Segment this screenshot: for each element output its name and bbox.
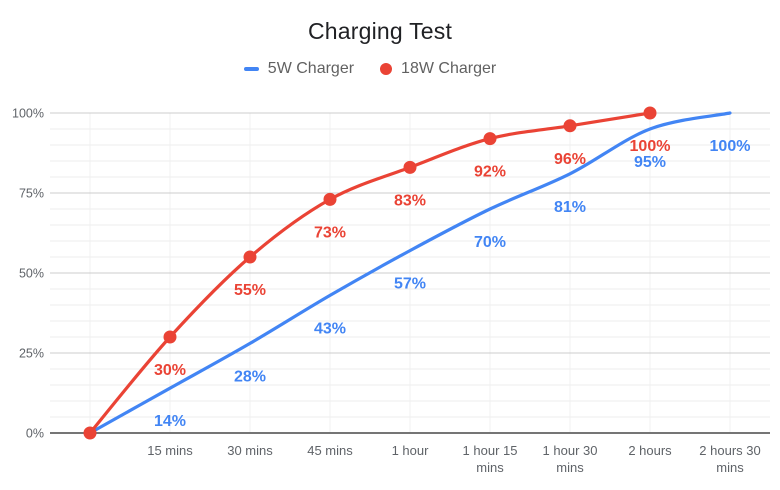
x-axis-labels: 15 mins 30 mins 45 mins 1 hour 1 hour 15 mins… — [147, 443, 760, 475]
svg-text:73%: 73% — [314, 224, 346, 241]
svg-text:25%: 25% — [19, 347, 44, 361]
svg-text:mins: mins — [476, 460, 504, 475]
legend-item-5w-charger: 5W Charger — [243, 60, 355, 78]
svg-text:100%: 100% — [710, 138, 751, 155]
svg-text:96%: 96% — [554, 151, 586, 168]
svg-text:75%: 75% — [19, 187, 44, 201]
svg-text:2 hours 30: 2 hours 30 — [699, 443, 760, 458]
svg-text:1 hour 15: 1 hour 15 — [463, 443, 518, 458]
svg-text:mins: mins — [556, 460, 584, 475]
svg-text:95%: 95% — [634, 154, 666, 171]
svg-text:14%: 14% — [154, 413, 186, 430]
svg-text:81%: 81% — [554, 199, 586, 216]
line-marker-icon — [243, 67, 259, 71]
svg-text:0%: 0% — [26, 427, 44, 441]
minor-gridlines — [50, 128, 770, 418]
chart-title: Charging Test — [307, 18, 453, 44]
legend-label-5w: 5W Charger — [267, 60, 355, 77]
svg-text:50%: 50% — [19, 267, 44, 281]
svg-text:92%: 92% — [474, 164, 506, 181]
svg-text:mins: mins — [716, 460, 744, 475]
svg-text:15 mins: 15 mins — [147, 443, 193, 458]
svg-text:1 hour: 1 hour — [392, 443, 430, 458]
svg-text:83%: 83% — [394, 192, 426, 209]
legend-label-18w: 18W Charger — [401, 60, 497, 77]
svg-text:43%: 43% — [314, 320, 346, 337]
svg-text:45 mins: 45 mins — [307, 443, 353, 458]
series-points-18w-charger — [83, 106, 657, 440]
svg-text:57%: 57% — [394, 276, 426, 293]
dot-marker-icon — [380, 63, 393, 75]
svg-text:28%: 28% — [234, 368, 266, 385]
svg-text:55%: 55% — [234, 282, 266, 299]
data-labels-18w-charger: 30% 55% 73% 83% 92% 96% 100% — [154, 138, 670, 379]
data-labels-5w-charger: 14%28%43%57%70%81%95%100% — [154, 138, 750, 430]
legend-item-18w-charger: 18W Charger — [380, 60, 496, 78]
y-axis-labels: 0% 25% 50% 75% 100% — [12, 107, 44, 441]
svg-text:70%: 70% — [474, 234, 506, 251]
svg-text:100%: 100% — [630, 138, 671, 155]
svg-text:100%: 100% — [12, 107, 44, 121]
svg-text:30 mins: 30 mins — [227, 443, 273, 458]
chart-legend: 5W Charger 18W Charger — [0, 60, 740, 78]
series-line-5w-charger — [88, 111, 732, 435]
svg-text:2 hours: 2 hours — [628, 443, 672, 458]
svg-text:30%: 30% — [154, 362, 186, 379]
svg-text:1 hour 30: 1 hour 30 — [543, 443, 598, 458]
